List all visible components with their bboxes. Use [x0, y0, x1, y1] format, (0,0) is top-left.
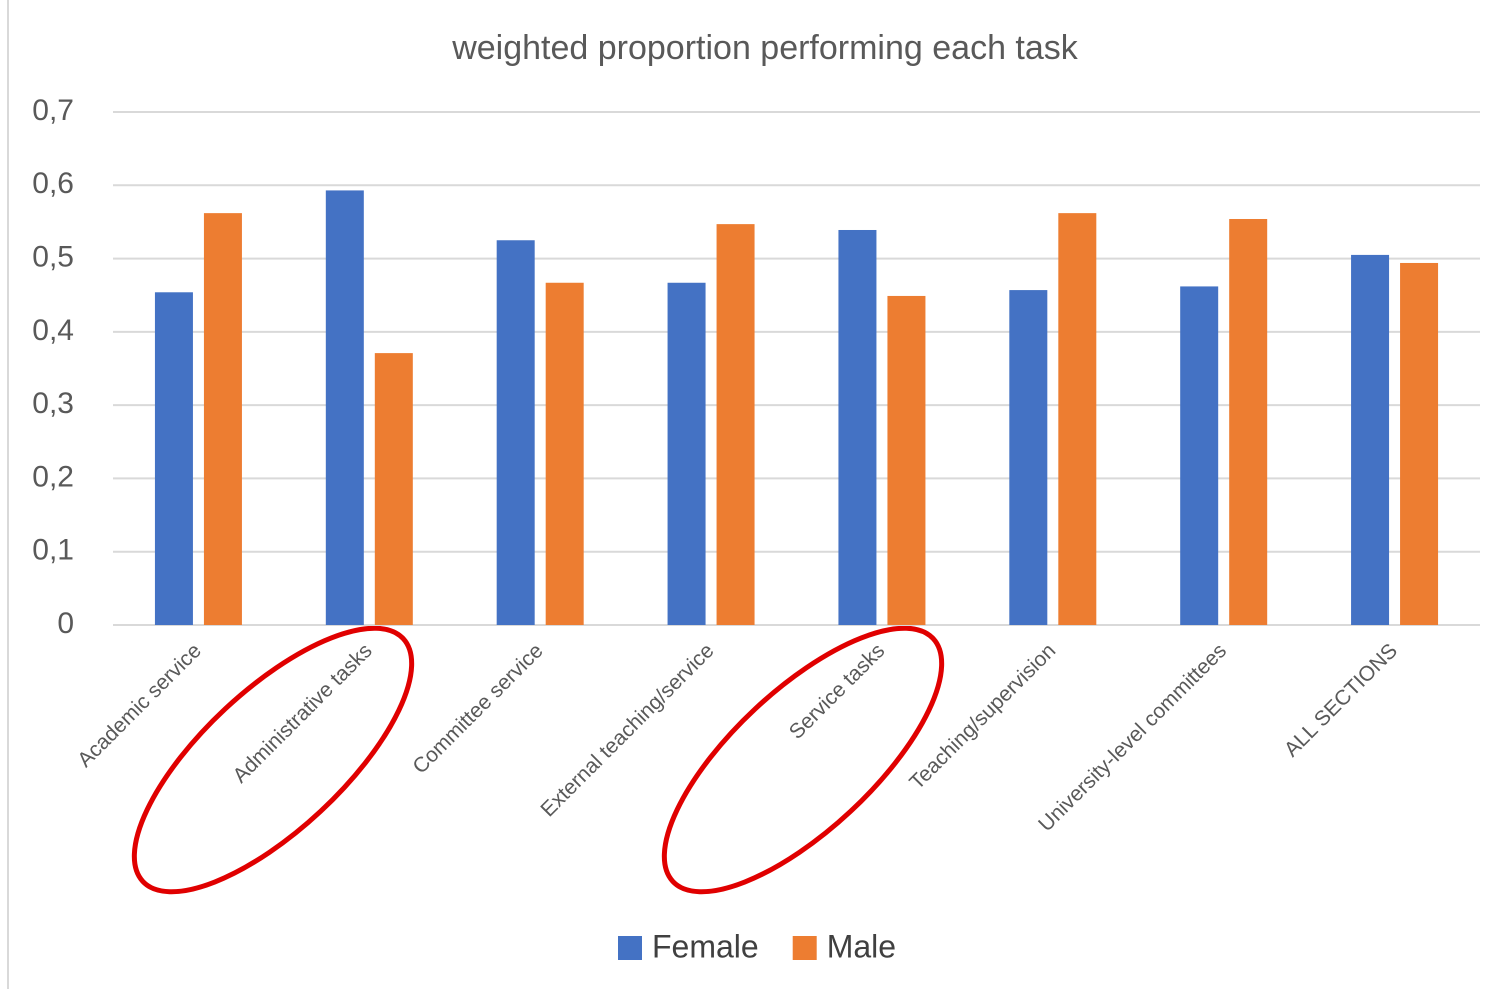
bar	[1180, 286, 1219, 625]
y-tick-label: 0,4	[32, 314, 74, 347]
y-tick-label: 0,7	[32, 94, 74, 127]
bar	[496, 240, 535, 625]
x-tick-label: University-level committees	[1034, 639, 1231, 836]
highlight-ellipse	[661, 625, 945, 895]
y-tick-label: 0,1	[32, 534, 74, 567]
bar	[1229, 218, 1268, 626]
bar	[667, 282, 706, 625]
legend-swatch	[618, 936, 642, 960]
bar	[1351, 254, 1390, 625]
bar	[1009, 290, 1048, 625]
legend-label: Female	[652, 928, 759, 964]
bar	[154, 292, 193, 625]
legend-swatch	[792, 936, 817, 960]
y-tick-label: 0,5	[32, 240, 74, 273]
y-tick-label: 0,3	[32, 387, 74, 420]
bar	[374, 353, 413, 625]
bar	[716, 224, 755, 625]
x-tick-label: External teaching/service	[536, 639, 718, 821]
x-tick-label: Committee service	[408, 639, 547, 778]
legend-label: Male	[827, 928, 896, 964]
bar	[545, 282, 584, 625]
y-tick-label: 0,2	[32, 460, 74, 493]
bar	[838, 229, 877, 626]
bar	[1058, 213, 1097, 626]
chart-border	[7, 0, 9, 989]
highlight-ellipse	[131, 625, 415, 895]
bar	[325, 190, 364, 625]
bar	[203, 213, 242, 626]
y-tick-label: 0	[57, 607, 74, 640]
x-tick-label: Teaching/supervision	[905, 639, 1060, 794]
x-tick-label: ALL SECTIONS	[1280, 639, 1402, 761]
x-tick-label: Service tasks	[785, 639, 890, 744]
bar	[887, 295, 926, 625]
bar	[1400, 262, 1439, 625]
x-tick-label: Administrative tasks	[228, 639, 376, 787]
y-tick-label: 0,6	[32, 167, 74, 200]
chart-title: weighted proportion performing each task	[451, 29, 1079, 67]
